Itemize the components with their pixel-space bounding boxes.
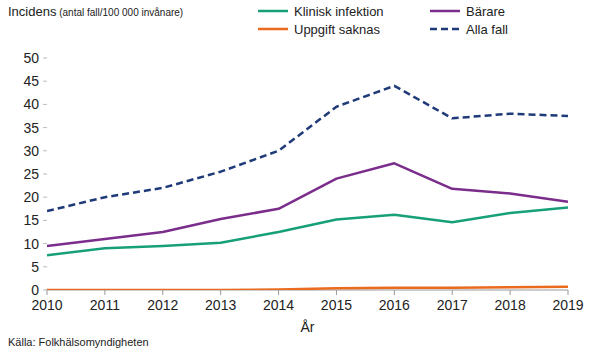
x-tick-label: 2011 [90,297,120,313]
y-tick [43,150,47,151]
y-tick-label: 20 [23,189,39,205]
legend-swatch [430,10,460,13]
x-tick [394,290,395,295]
y-tick-label: 15 [23,212,39,228]
series-line [47,163,568,246]
y-tick-label: 10 [23,236,39,252]
legend-swatch [430,28,460,31]
y-tick [43,58,47,59]
x-tick [47,290,48,295]
y-tick-label: 35 [23,120,39,136]
x-tick [278,290,279,295]
x-tick [568,290,569,295]
legend-label: Uppgift saknas [294,22,380,37]
y-tick-label: 5 [31,259,39,275]
x-tick-label: 2018 [495,297,526,313]
series-line [47,287,568,290]
x-tick-label: 2010 [31,297,62,313]
x-tick [162,290,163,295]
y-tick-label: 25 [23,166,39,182]
y-tick-label: 45 [23,73,39,89]
y-tick [43,290,47,291]
y-tick-label: 40 [23,96,39,112]
x-tick-label: 2019 [552,297,583,313]
x-tick [104,290,105,295]
legend-label: Alla fall [466,22,508,37]
series-line [47,207,568,255]
y-tick-label: 30 [23,143,39,159]
chart: Incidens (antal fall/100 000 invånare) 0 5… [0,0,590,352]
y-tick-label: 50 [23,50,39,66]
source: Källa: Folkhälsomyndigheten [8,336,149,348]
y-tick [43,266,47,267]
plot-area [47,86,568,290]
y-tick [43,243,47,244]
y-axis-label: Incidens (antal fall/100 000 invånare) [8,4,183,19]
y-tick-label: 0 [31,282,39,298]
legend-swatch [258,28,288,31]
legend-label: Klinisk infektion [294,4,384,19]
x-tick-label: 2013 [205,297,236,313]
y-tick [43,220,47,221]
y-tick [43,104,47,105]
legend-swatch [258,10,288,13]
y-tick [43,127,47,128]
x-tick-label: 2017 [437,297,468,313]
x-tick-label: 2012 [147,297,178,313]
series-line [47,86,568,211]
x-tick-label: 2015 [321,297,352,313]
x-tick [220,290,221,295]
x-tick [336,290,337,295]
x-tick-label: 2016 [379,297,410,313]
y-tick [43,81,47,82]
x-tick [452,290,453,295]
y-tick [43,174,47,175]
legend-label: Bärare [466,4,505,19]
x-axis-label: År [301,319,315,335]
x-tick [510,290,511,295]
x-tick-label: 2014 [263,297,294,313]
y-tick [43,197,47,198]
